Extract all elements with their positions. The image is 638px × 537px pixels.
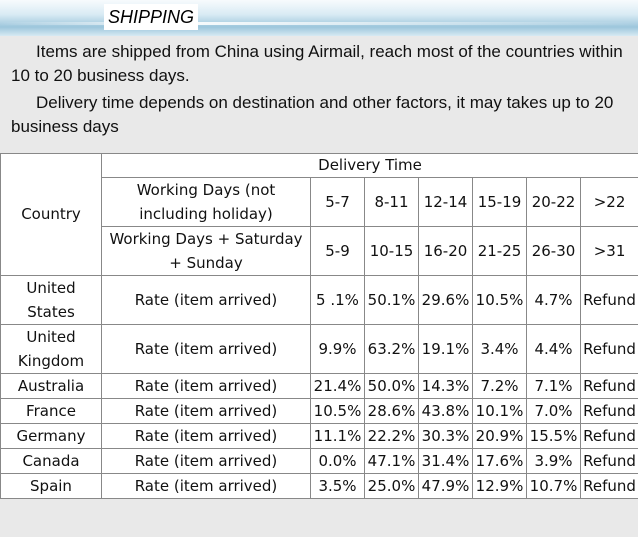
- table-row: Spain Rate (item arrived) 3.5% 25.0% 47.9% 12…: [0, 473, 638, 499]
- rate-value-cell: 19.1%: [418, 324, 473, 374]
- rate-value-cell: Refund: [579, 324, 638, 374]
- rate-value-cell: 20.9%: [472, 423, 527, 449]
- rate-value-cell: Refund: [579, 398, 638, 424]
- rate-value-cell: 5 .1%: [310, 275, 365, 325]
- working-days-row: Working Days (not including holiday) 5-7…: [1, 177, 638, 227]
- rate-value-cell: 29.6%: [418, 275, 473, 325]
- rate-value-cell: 10.5%: [472, 275, 527, 325]
- rate-label-cell: Rate (item arrived): [101, 473, 311, 499]
- weekend-days-value: 10-15: [364, 226, 419, 276]
- rate-value-cell: 25.0%: [364, 473, 419, 499]
- rate-value-cell: 50.0%: [364, 373, 419, 399]
- rate-value-cell: 0.0%: [310, 448, 365, 474]
- country-cell: Spain: [0, 473, 102, 499]
- country-cell: Australia: [0, 373, 102, 399]
- weekend-days-value: 26-30: [526, 226, 581, 276]
- delivery-table: Country Delivery Time Working Days (not …: [0, 153, 638, 499]
- rate-value-cell: 3.9%: [526, 448, 581, 474]
- country-cell: France: [0, 398, 102, 424]
- rate-value-cell: 17.6%: [472, 448, 527, 474]
- working-days-value: 5-7: [310, 177, 365, 227]
- weekend-days-value: >31: [579, 226, 638, 276]
- table-row: Canada Rate (item arrived) 0.0% 47.1% 31.4% 1…: [0, 448, 638, 474]
- working-days-value: 20-22: [526, 177, 581, 227]
- table-row: Germany Rate (item arrived) 11.1% 22.2% 30.3…: [0, 423, 638, 449]
- weekend-days-value: 16-20: [418, 226, 473, 276]
- banner-streak: [0, 22, 638, 25]
- rate-value-cell: 47.9%: [418, 473, 473, 499]
- rate-value-cell: 47.1%: [364, 448, 419, 474]
- rate-value-cell: 3.5%: [310, 473, 365, 499]
- rate-value-cell: 43.8%: [418, 398, 473, 424]
- table-row: United States Rate (item arrived) 5 .1% 50.…: [0, 275, 638, 325]
- intro-text: Items are shipped from China using Airma…: [0, 36, 638, 138]
- delivery-table-container: Country Delivery Time Working Days (not …: [0, 153, 638, 499]
- rate-label-cell: Rate (item arrived): [101, 423, 311, 449]
- rate-value-cell: 15.5%: [526, 423, 581, 449]
- rate-value-cell: 4.4%: [526, 324, 581, 374]
- country-header: Country: [0, 153, 102, 276]
- working-days-value: 8-11: [364, 177, 419, 227]
- header-banner: SHIPPING: [0, 0, 638, 36]
- rate-value-cell: Refund: [579, 448, 638, 474]
- table-row: France Rate (item arrived) 10.5% 28.6% 43.8%…: [0, 398, 638, 424]
- rate-value-cell: 28.6%: [364, 398, 419, 424]
- country-cell: United States: [0, 275, 102, 325]
- rate-value-cell: 50.1%: [364, 275, 419, 325]
- rate-value-cell: 7.0%: [526, 398, 581, 424]
- rate-value-cell: 30.3%: [418, 423, 473, 449]
- table-row: United Kingdom Rate (item arrived) 9.9% 63.…: [0, 324, 638, 374]
- working-days-value: 15-19: [472, 177, 527, 227]
- rate-value-cell: 9.9%: [310, 324, 365, 374]
- weekend-days-row: Working Days + Saturday + Sunday 5-9 10-…: [1, 226, 638, 276]
- country-cell: Germany: [0, 423, 102, 449]
- delivery-time-header: Delivery Time: [100, 153, 638, 178]
- rate-value-cell: 11.1%: [310, 423, 365, 449]
- rate-value-cell: Refund: [579, 373, 638, 399]
- rate-value-cell: 10.7%: [526, 473, 581, 499]
- rate-label-cell: Rate (item arrived): [101, 448, 311, 474]
- rate-value-cell: 31.4%: [418, 448, 473, 474]
- rate-value-cell: Refund: [579, 473, 638, 499]
- intro-line-1: Items are shipped from China using Airma…: [11, 42, 623, 85]
- rate-label-cell: Rate (item arrived): [101, 275, 311, 325]
- rate-value-cell: 22.2%: [364, 423, 419, 449]
- weekend-days-value: 5-9: [310, 226, 365, 276]
- rate-value-cell: 7.2%: [472, 373, 527, 399]
- working-days-label: Working Days (not including holiday): [101, 177, 311, 227]
- rate-value-cell: 21.4%: [310, 373, 365, 399]
- weekend-days-label: Working Days + Saturday + Sunday: [101, 226, 311, 276]
- intro-line-2: Delivery time depends on destination and…: [11, 93, 614, 136]
- working-days-value: 12-14: [418, 177, 473, 227]
- page-title: SHIPPING: [104, 4, 198, 30]
- country-cell: United Kingdom: [0, 324, 102, 374]
- rate-value-cell: Refund: [579, 275, 638, 325]
- country-cell: Canada: [0, 448, 102, 474]
- rate-value-cell: 7.1%: [526, 373, 581, 399]
- rate-label-cell: Rate (item arrived): [101, 373, 311, 399]
- rate-value-cell: 3.4%: [472, 324, 527, 374]
- rate-value-cell: 10.5%: [310, 398, 365, 424]
- rate-value-cell: Refund: [579, 423, 638, 449]
- weekend-days-value: 21-25: [472, 226, 527, 276]
- rate-value-cell: 12.9%: [472, 473, 527, 499]
- working-days-value: >22: [579, 177, 638, 227]
- table-row: Australia Rate (item arrived) 21.4% 50.0% 14…: [0, 373, 638, 399]
- rate-value-cell: 10.1%: [472, 398, 527, 424]
- rate-label-cell: Rate (item arrived): [101, 398, 311, 424]
- rate-value-cell: 4.7%: [526, 275, 581, 325]
- rate-value-cell: 14.3%: [418, 373, 473, 399]
- table-header-row: Country Delivery Time: [0, 153, 638, 276]
- rate-value-cell: 63.2%: [364, 324, 419, 374]
- rate-label-cell: Rate (item arrived): [101, 324, 311, 374]
